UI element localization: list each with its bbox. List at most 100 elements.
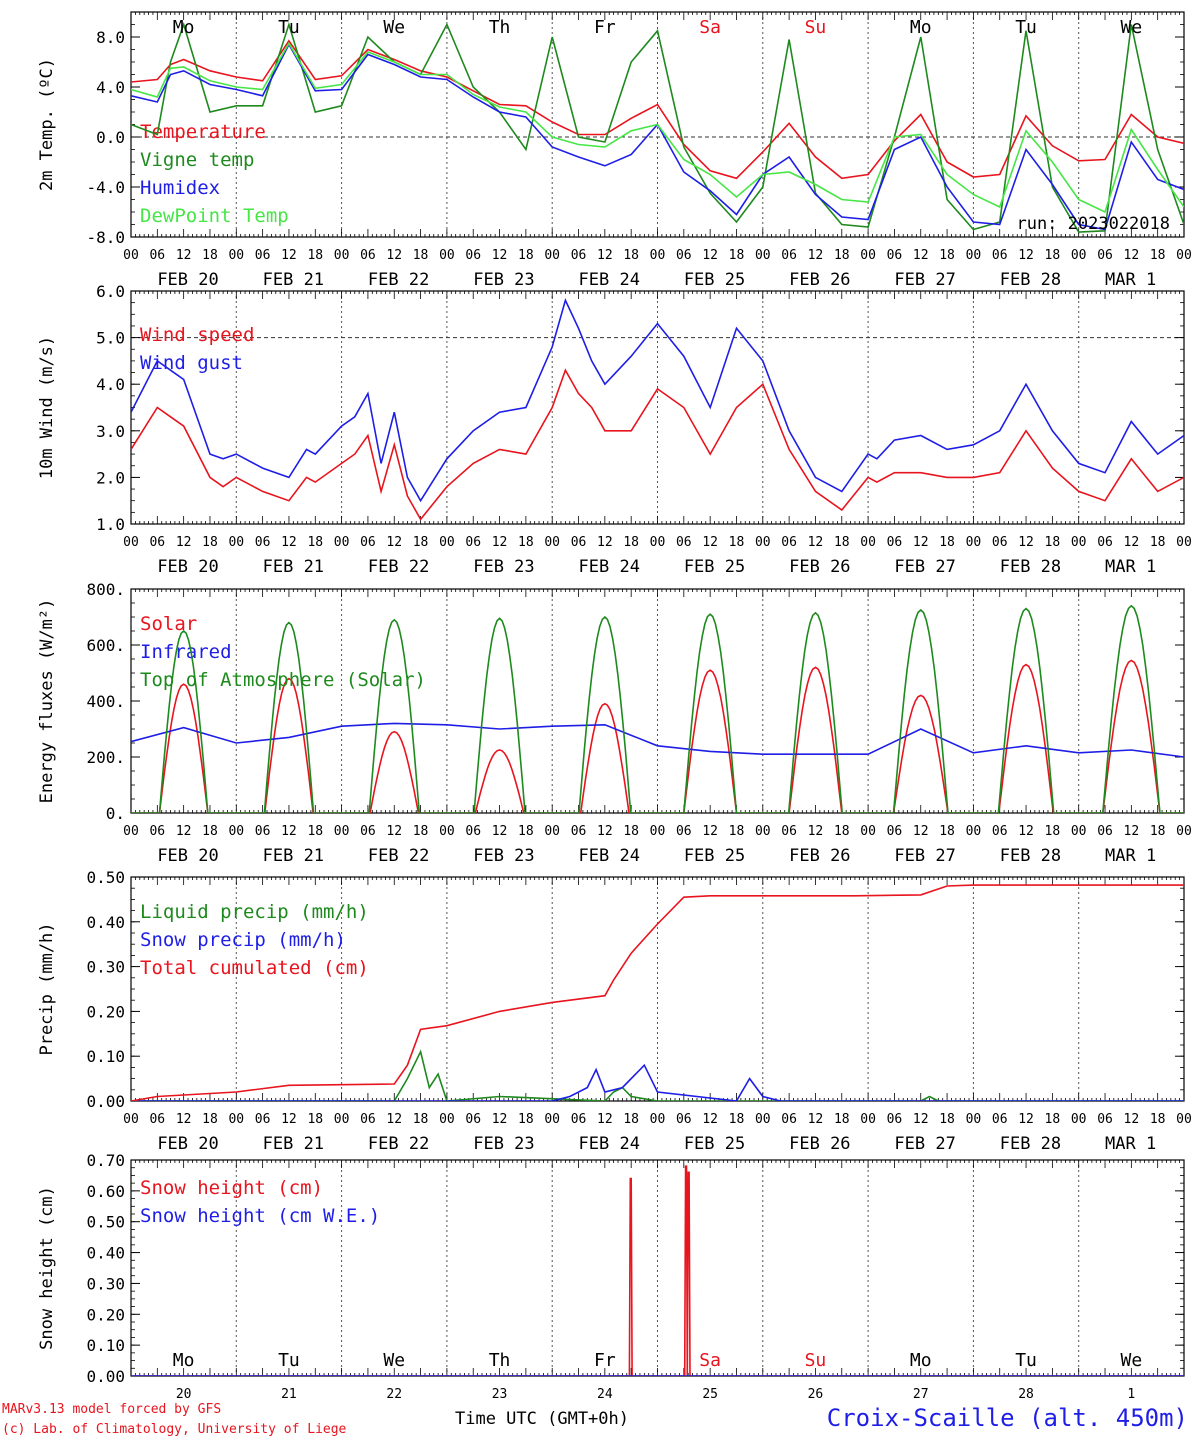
day-number-label: 27 (913, 1387, 929, 1402)
date-label: FEB 28 (1000, 846, 1061, 866)
panel-5: 0.00 0.10 0.20 0.30 0.40 0.50 0.60 0.70 Snow hei… (37, 1151, 1185, 1402)
series-line-4 (131, 41, 1184, 214)
x-hour-label: 06 (149, 248, 165, 263)
date-label: FEB 20 (157, 846, 218, 866)
x-hour-label: 00 (544, 248, 560, 263)
y-axis-label: Snow height (cm) (37, 1186, 57, 1350)
date-label: FEB 27 (894, 557, 955, 577)
series-line-1 (131, 368, 1184, 521)
footer-lab-credit: (c) Lab. of Climatology, University of L… (2, 1422, 347, 1437)
x-hour-label: 18 (1045, 535, 1061, 550)
date-label: FEB 27 (894, 1134, 955, 1154)
day-number-label: 23 (492, 1387, 508, 1402)
x-hour-label: 00 (755, 1112, 771, 1127)
date-label: FEB 25 (684, 557, 745, 577)
x-hour-label: 12 (386, 248, 402, 263)
date-label: FEB 21 (263, 557, 324, 577)
x-hour-label: 12 (1124, 1112, 1140, 1127)
weekday-label: Su (805, 1350, 827, 1371)
panel-1: -8.0 -4.0 0.0 4.0 8.0 2m Temp. (ºC) 00 06 12 18 00… (37, 11, 1192, 290)
date-label: FEB 22 (368, 557, 429, 577)
legend-entry: Top of Atmosphere (Solar) (140, 669, 426, 691)
x-hour-label: 12 (1018, 824, 1034, 839)
x-hour-label: 18 (729, 1112, 745, 1127)
x-hour-label: 06 (360, 248, 376, 263)
date-label: FEB 21 (263, 270, 324, 290)
x-hour-label: 00 (860, 1112, 876, 1127)
x-hour-label: 18 (939, 824, 955, 839)
y-tick-label: 200. (86, 748, 125, 767)
legend-entry: Humidex (140, 177, 220, 199)
x-hour-label: 18 (1045, 824, 1061, 839)
weekday-label: Tu (278, 17, 300, 38)
x-hour-label: 12 (702, 1112, 718, 1127)
x-hour-label: 18 (307, 824, 323, 839)
x-hour-label: 06 (255, 824, 271, 839)
series-line-1 (131, 39, 1184, 180)
x-hour-label: 18 (307, 1112, 323, 1127)
x-hour-label: 12 (913, 1112, 929, 1127)
date-label: FEB 24 (579, 846, 640, 866)
footer-model-credit: MARv3.13 model forced by GFS (2, 1402, 221, 1417)
weekday-label: Mo (910, 17, 932, 38)
x-hour-label: 00 (966, 535, 982, 550)
x-hour-label: 18 (623, 824, 639, 839)
date-label: MAR 1 (1105, 557, 1156, 577)
x-hour-label: 00 (439, 535, 455, 550)
date-label: FEB 21 (263, 1134, 324, 1154)
x-hour-label: 00 (650, 535, 666, 550)
y-axis-label: 2m Temp. (ºC) (37, 58, 57, 191)
x-hour-label: 18 (729, 248, 745, 263)
x-hour-label: 12 (913, 248, 929, 263)
x-hour-label: 12 (1018, 535, 1034, 550)
day-number-label: 22 (386, 1387, 402, 1402)
y-tick-label: 0.20 (86, 1305, 125, 1324)
weekday-label: Mo (910, 1350, 932, 1371)
x-hour-label: 18 (202, 1112, 218, 1127)
x-hour-label: 12 (808, 824, 824, 839)
x-hour-label: 06 (676, 248, 692, 263)
date-label: FEB 25 (684, 270, 745, 290)
panels-layer: -8.0-4.00.04.08.02m Temp. (ºC)00 06 12 18 00… (37, 11, 1192, 1402)
x-hour-label: 00 (439, 1112, 455, 1127)
y-tick-label: 5.0 (96, 329, 125, 348)
x-hour-label: 18 (834, 535, 850, 550)
date-label: FEB 28 (1000, 270, 1061, 290)
x-hour-label: 18 (1150, 1112, 1166, 1127)
legend-entry: Snow height (cm W.E.) (140, 1205, 380, 1227)
series-line-2 (131, 1063, 1184, 1101)
date-label: FEB 22 (368, 1134, 429, 1154)
x-hour-label: 06 (781, 824, 797, 839)
x-hour-label: 12 (281, 824, 297, 839)
legend-entry: Liquid precip (mm/h) (140, 901, 369, 923)
legend-entry: Wind speed (140, 324, 254, 346)
x-hour-label: 00 (1071, 248, 1087, 263)
x-hour-label: 12 (386, 824, 402, 839)
x-hour-label: 00 (650, 824, 666, 839)
weekday-label: Tu (278, 1350, 300, 1371)
date-label: FEB 28 (1000, 1134, 1061, 1154)
x-hour-label: 00 (228, 824, 244, 839)
location-title: Croix-Scaille (alt. 450m) (827, 1404, 1188, 1432)
y-tick-label: 0.70 (86, 1151, 125, 1170)
y-tick-label: 6.0 (96, 282, 125, 301)
x-hour-label: 00 (334, 535, 350, 550)
date-label: FEB 21 (263, 846, 324, 866)
date-label: FEB 26 (789, 846, 850, 866)
x-hour-label: 12 (1018, 1112, 1034, 1127)
weekday-label: Fr (594, 1350, 616, 1371)
x-hour-label: 00 (1071, 824, 1087, 839)
x-hour-label: 18 (202, 535, 218, 550)
x-hour-label: 18 (729, 535, 745, 550)
legend-entry: Solar (140, 613, 197, 635)
day-number-label: 26 (808, 1387, 824, 1402)
y-tick-label: 0.00 (86, 1092, 125, 1111)
x-hour-label: 00 (860, 824, 876, 839)
y-tick-label: 0.30 (86, 1274, 125, 1293)
x-hour-label: 00 (123, 248, 139, 263)
weekday-label: Fr (594, 17, 616, 38)
x-hour-label: 12 (702, 248, 718, 263)
x-hour-label: 06 (1097, 824, 1113, 839)
x-hour-label: 18 (202, 248, 218, 263)
y-tick-label: 0.20 (86, 1002, 125, 1021)
